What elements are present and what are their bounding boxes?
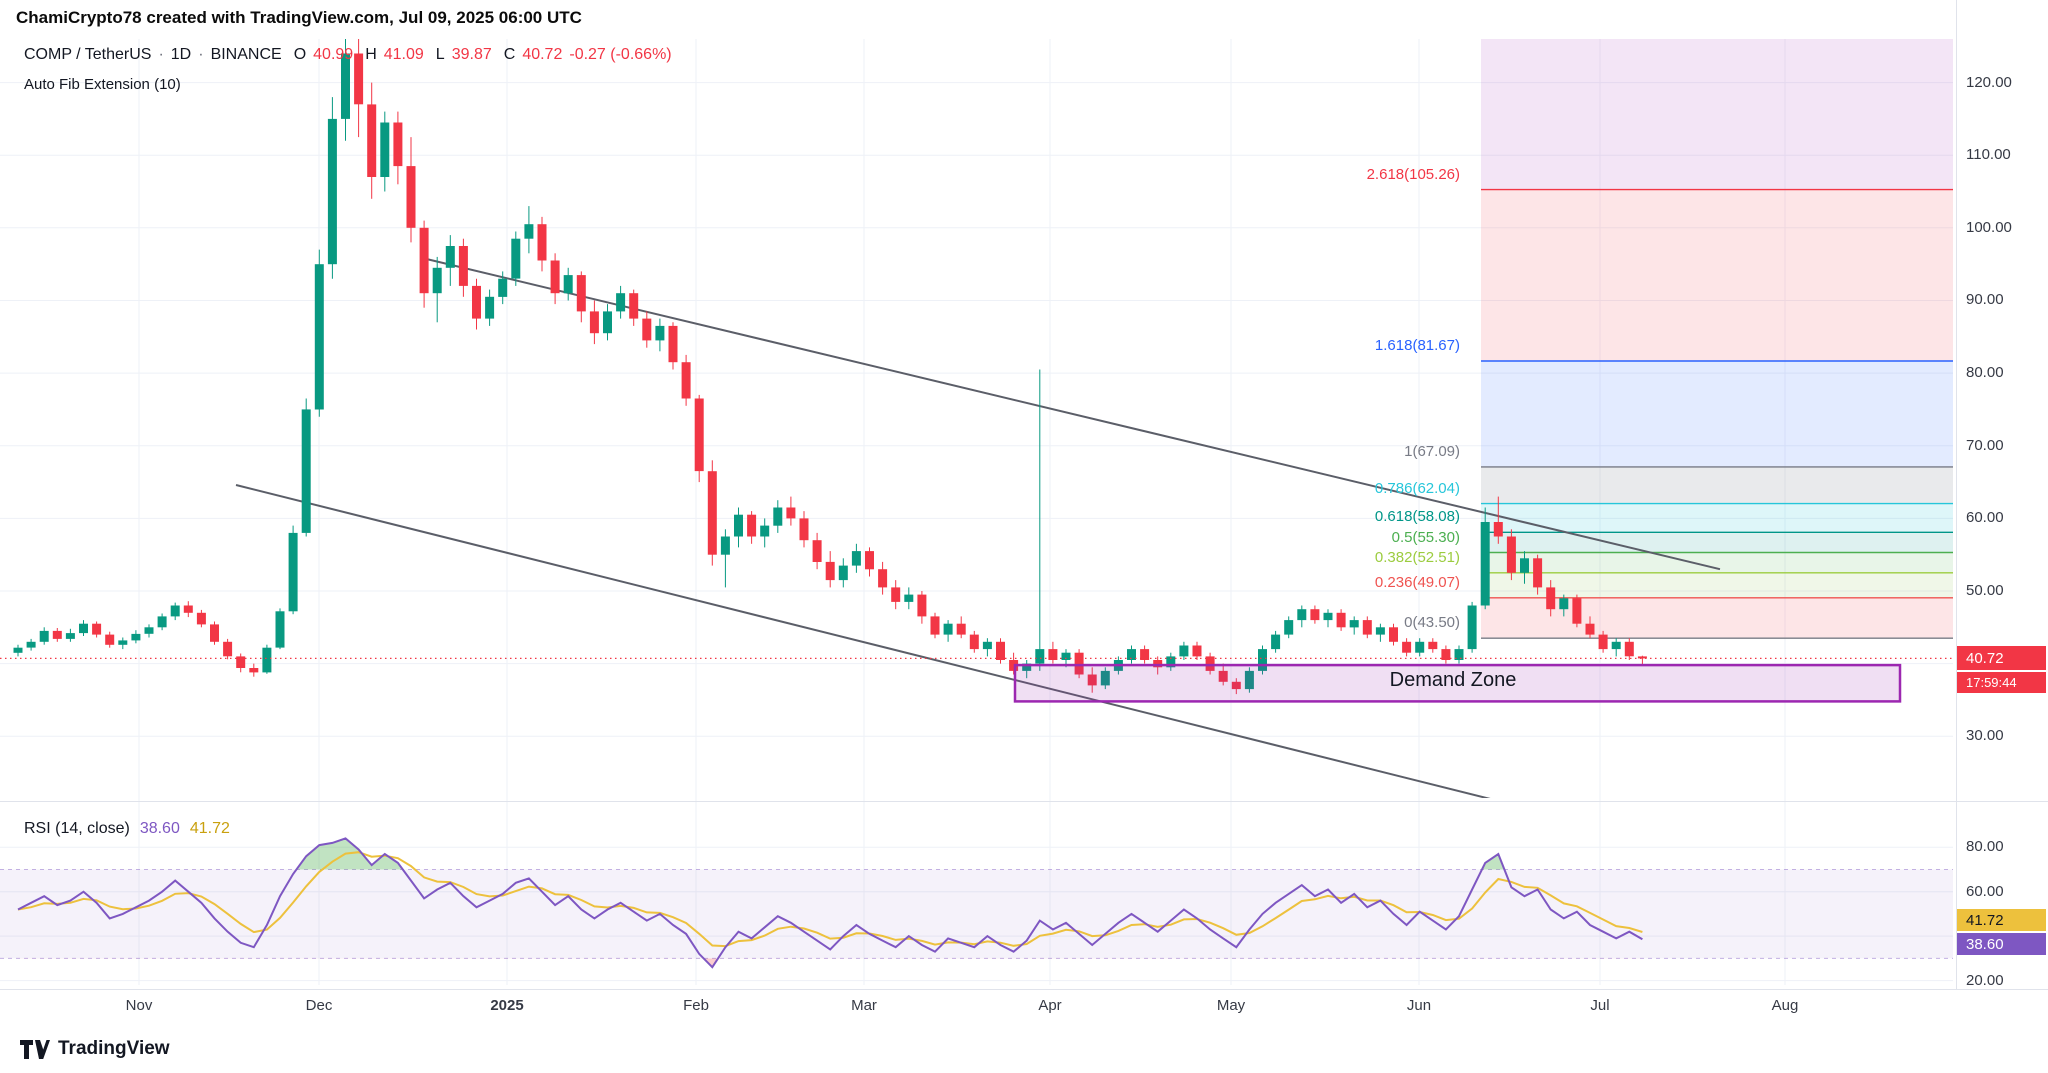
pane-separator[interactable] bbox=[0, 801, 2048, 802]
attribution-text: ChamiCrypto78 created with TradingView.c… bbox=[16, 8, 582, 27]
interval-label[interactable]: 1D bbox=[170, 46, 192, 63]
trendlines[interactable] bbox=[235, 258, 1721, 809]
rsi-value-badge: 38.60 bbox=[1957, 933, 2046, 955]
indicator-legend[interactable]: Auto Fib Extension (10) bbox=[24, 76, 181, 93]
exchange-label[interactable]: BINANCE bbox=[210, 46, 282, 63]
time-tick-label: Nov bbox=[125, 997, 153, 1014]
rsi-overbought-fill bbox=[18, 838, 1643, 870]
fib-level-label: 0.786(62.04) bbox=[1374, 479, 1460, 497]
symbol-title[interactable]: COMP / TetherUS bbox=[24, 46, 152, 63]
price-tick-label: 100.00 bbox=[1966, 218, 2012, 236]
time-axis[interactable]: Nov Dec 2025 Feb Mar Apr May Jun Jul Aug bbox=[0, 997, 1956, 1019]
tradingview-footer[interactable]: TradingView bbox=[20, 1038, 170, 1060]
close-label: C bbox=[503, 46, 516, 63]
time-tick-label: 2025 bbox=[490, 997, 524, 1014]
fib-level-label: 1(67.09) bbox=[1404, 442, 1460, 460]
fib-level-label: 0(43.50) bbox=[1404, 614, 1460, 632]
open-value: 40.99 bbox=[313, 46, 354, 63]
gridlines bbox=[0, 39, 1953, 985]
demand-zone-box[interactable] bbox=[1013, 663, 1902, 703]
time-tick-label: Jun bbox=[1406, 997, 1432, 1014]
price-tick-label: 30.00 bbox=[1966, 727, 2004, 745]
fib-level-label: 1.618(81.67) bbox=[1374, 336, 1460, 354]
tradingview-logo-icon bbox=[20, 1039, 50, 1059]
low-label: L bbox=[435, 46, 445, 63]
price-tick-label: 50.00 bbox=[1966, 582, 2004, 599]
rsi-ma-value: 41.72 bbox=[189, 820, 230, 837]
price-tick-label: 60.00 bbox=[1966, 509, 2004, 527]
time-tick-label: Mar bbox=[851, 997, 877, 1014]
fib-level-label: 0.236(49.07) bbox=[1374, 573, 1460, 591]
rsi-value: 38.60 bbox=[139, 820, 180, 837]
fib-level-label: 0.618(58.08) bbox=[1374, 508, 1460, 526]
price-tick-label: 90.00 bbox=[1966, 291, 2004, 309]
time-tick-label: Aug bbox=[1771, 997, 1799, 1014]
fib-level-label: 2.618(105.26) bbox=[1366, 165, 1460, 183]
legend-separator: · bbox=[198, 46, 204, 63]
time-tick-label: Feb bbox=[683, 997, 709, 1014]
bar-countdown-badge: 17:59:44 bbox=[1957, 672, 2046, 693]
time-tick-label: Jul bbox=[1590, 997, 1610, 1014]
high-label: H bbox=[365, 46, 377, 63]
rsi-tick-label: 60.00 bbox=[1966, 882, 2004, 900]
price-tick-label: 80.00 bbox=[1966, 364, 2004, 382]
time-axis-separator bbox=[0, 989, 2048, 990]
price-axis-separator bbox=[1956, 0, 1957, 989]
tradingview-brand-text: TradingView bbox=[58, 1038, 170, 1059]
demand-zone-label[interactable]: Demand Zone bbox=[1389, 669, 1517, 691]
rsi-tick-label: 20.00 bbox=[1966, 971, 2004, 989]
low-value: 39.87 bbox=[451, 46, 492, 63]
rsi-line[interactable] bbox=[17, 837, 1643, 969]
fib-level-label: 0.5(55.30) bbox=[1391, 528, 1460, 546]
price-tick-label: 110.00 bbox=[1966, 146, 2011, 164]
fib-level-label: 0.382(52.51) bbox=[1374, 548, 1460, 566]
rsi-title[interactable]: RSI (14, close) bbox=[24, 820, 130, 837]
change-value: -0.27 (-0.66%) bbox=[569, 46, 672, 63]
open-label: O bbox=[293, 46, 307, 63]
price-tick-label: 120.00 bbox=[1966, 73, 2012, 91]
legend-separator: · bbox=[158, 46, 164, 63]
price-axis[interactable]: 120.00 110.00 100.00 90.00 80.00 70.00 60.00 50… bbox=[1957, 0, 2048, 989]
high-value: 41.09 bbox=[383, 46, 424, 63]
close-value: 40.72 bbox=[522, 46, 563, 63]
price-tick-label: 70.00 bbox=[1966, 436, 2004, 454]
candles[interactable] bbox=[13, 28, 1647, 695]
fib-extension[interactable] bbox=[1481, 39, 1953, 639]
rsi-legend[interactable]: RSI (14, close) 38.60 41.72 bbox=[24, 820, 230, 838]
time-tick-label: Dec bbox=[305, 997, 333, 1014]
rsi-tick-label: 80.00 bbox=[1966, 838, 2004, 856]
current-price-badge: 40.72 bbox=[1957, 646, 2046, 670]
rsi-ma-line[interactable] bbox=[17, 851, 1643, 948]
rsi-ma-badge: 41.72 bbox=[1957, 909, 2046, 931]
time-tick-label: Apr bbox=[1038, 997, 1062, 1014]
time-tick-label: May bbox=[1216, 997, 1246, 1014]
